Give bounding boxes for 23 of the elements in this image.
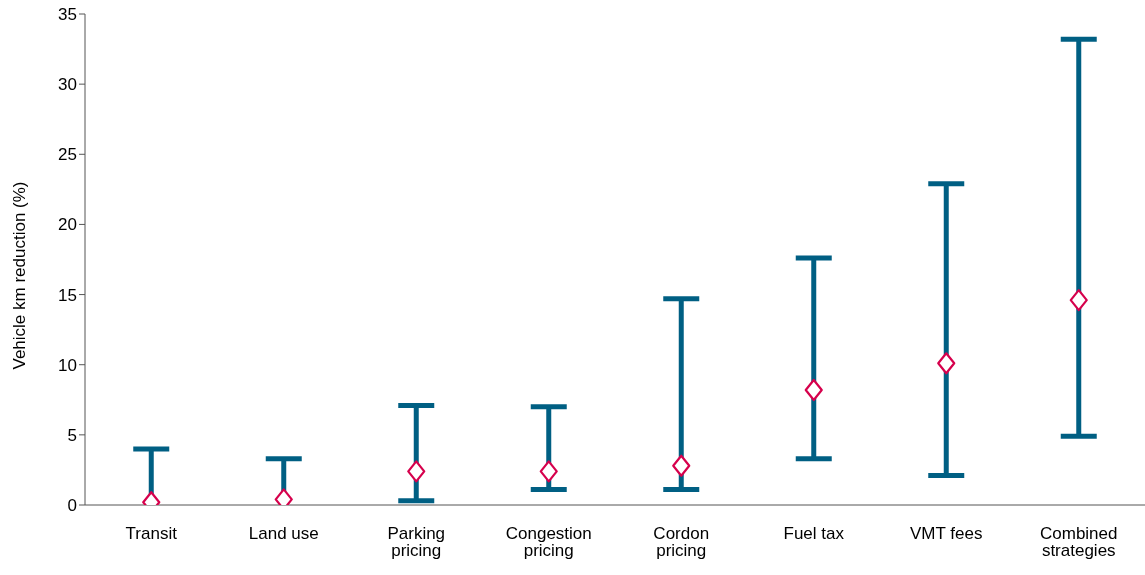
x-tick-label: Land use — [248, 524, 319, 544]
y-tick-label: 20 — [58, 215, 77, 235]
point — [672, 454, 691, 477]
x-tick-label: Congestion pricing — [505, 524, 592, 561]
y-tick-label: 0 — [67, 496, 77, 516]
y-axis-title: Vehicle km reduction (%) — [10, 181, 30, 370]
y-tick-label: 15 — [58, 285, 77, 305]
point — [539, 460, 558, 483]
x-tick-label: VMT fees — [910, 524, 983, 544]
point — [407, 460, 426, 483]
y-tick-label: 30 — [58, 75, 77, 95]
x-tick-label: Combined strategies — [1040, 524, 1118, 561]
x-tick-label: Fuel tax — [783, 524, 845, 544]
y-tick-label: 10 — [58, 355, 77, 375]
y-tick-label: 25 — [58, 145, 77, 165]
point — [1069, 289, 1088, 312]
x-tick-label: Transit — [125, 524, 178, 544]
x-tick-label: Parking pricing — [387, 524, 446, 561]
y-tick-label: 5 — [67, 425, 77, 445]
x-tick-label: Cordon pricing — [653, 524, 710, 561]
point — [804, 378, 823, 402]
y-tick-label: 35 — [58, 5, 77, 25]
point — [937, 352, 956, 375]
